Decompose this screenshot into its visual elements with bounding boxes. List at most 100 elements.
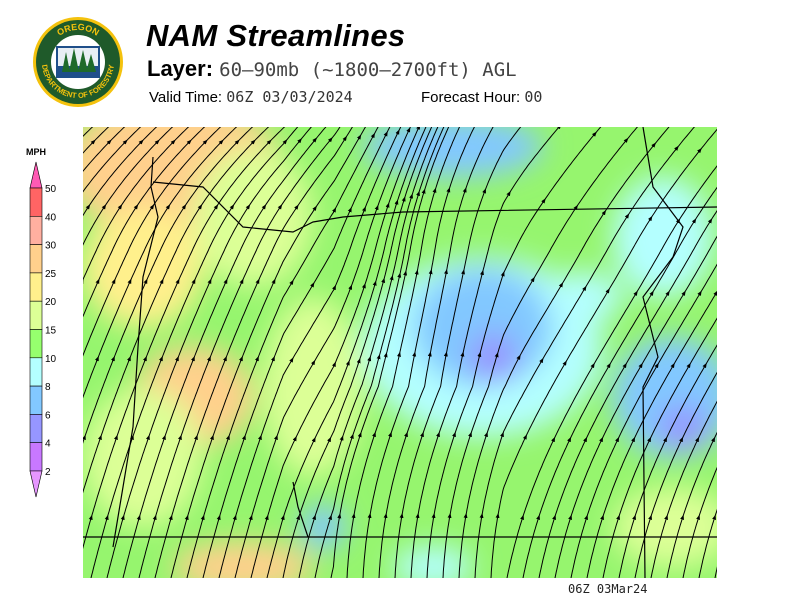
streamline: [83, 127, 206, 318]
streamline-arrow: [500, 271, 505, 277]
streamline-arrow: [679, 436, 684, 443]
streamline-arrow: [539, 357, 544, 364]
legend-tick-label: 10: [45, 354, 57, 365]
streamline: [234, 127, 411, 578]
streamline-arrow: [452, 431, 456, 438]
streamline-arrow: [697, 290, 702, 296]
streamline-arrow: [600, 514, 604, 521]
streamline-arrow: [695, 436, 700, 443]
streamline-arrow: [101, 204, 107, 210]
streamline-arrow: [494, 352, 499, 358]
streamline-arrow: [562, 360, 567, 366]
streamline-arrow: [388, 431, 392, 438]
streamline-arrow: [332, 284, 336, 291]
legend-tick-label: 40: [45, 212, 57, 223]
streamline-arrow: [530, 276, 535, 283]
streamline-arrow: [664, 514, 668, 521]
streamline-arrow: [213, 204, 219, 210]
streamline-arrow: [428, 269, 433, 275]
streamline-arrow: [349, 433, 354, 440]
streamline-arrow: [616, 514, 620, 521]
valid-time: Valid Time: 06Z 03/03/2024: [149, 88, 353, 106]
streamline-arrow: [168, 514, 173, 521]
streamline-arrow: [385, 202, 390, 208]
streamline-arrow: [713, 290, 717, 296]
streamline-arrow: [225, 434, 230, 441]
streamlines: [83, 127, 717, 578]
streamline-arrow: [484, 431, 488, 438]
streamline-arrow: [206, 355, 211, 362]
streamline-arrow: [234, 139, 240, 145]
legend-unit: MPH: [26, 147, 46, 157]
streamline-arrow: [606, 362, 611, 369]
streamline-arrow: [250, 139, 256, 145]
streamline-arrow: [239, 278, 244, 284]
streamline-arrow: [707, 218, 713, 224]
streamline: [410, 127, 560, 578]
streamline: [362, 127, 475, 578]
streamline-arrow: [622, 362, 627, 369]
valid-time-label: Valid Time:: [149, 89, 223, 106]
streamline-arrow: [431, 512, 436, 519]
streamline-arrow: [348, 284, 352, 290]
streamline-arrow: [416, 127, 421, 130]
streamline-arrow: [255, 278, 260, 284]
streamline-arrow: [356, 134, 362, 140]
streamline-arrow: [461, 269, 465, 275]
legend-swatch: [29, 329, 43, 359]
streamline-arrow: [257, 434, 262, 441]
streamline-arrow: [312, 137, 318, 143]
streamline-arrow: [583, 436, 588, 443]
streamline: [506, 165, 717, 578]
streamline-arrow: [297, 138, 302, 144]
streamline-arrow: [432, 187, 437, 194]
svg-text:OREGON: OREGON: [55, 22, 101, 38]
streamline-arrow: [170, 139, 176, 145]
streamline-arrow: [362, 206, 366, 212]
legend-swatch: [29, 442, 43, 472]
streamline: [83, 127, 142, 193]
forecast-hour-label: Forecast Hour:: [421, 89, 521, 106]
streamline-arrow: [427, 351, 432, 357]
streamline-arrow: [681, 290, 686, 296]
streamline-arrow: [277, 204, 283, 210]
streamline: [122, 127, 327, 578]
streamline-arrow: [590, 362, 595, 369]
streamline-arrow: [143, 278, 148, 284]
streamline-arrow: [311, 436, 316, 443]
streamline-arrow: [200, 514, 205, 521]
streamline-arrow: [113, 434, 118, 441]
streamline-arrow: [567, 436, 572, 443]
streamline: [634, 371, 717, 578]
streamline-arrow: [447, 512, 452, 519]
streamline-arrow: [218, 139, 224, 145]
legend-tick-label: 2: [45, 467, 51, 478]
streamline-arrow: [138, 139, 144, 145]
streamline: [586, 290, 717, 578]
legend-swatch: [29, 357, 43, 387]
page-title: NAM Streamlines: [146, 18, 406, 53]
streamline-arrow: [506, 190, 511, 197]
streamline: [314, 127, 445, 578]
streamline-arrow: [222, 355, 227, 362]
streamline-arrow: [420, 431, 424, 438]
streamline-arrow: [374, 204, 379, 211]
streamline: [218, 127, 402, 578]
streamline-arrow: [599, 436, 604, 443]
streamline-arrow: [468, 431, 472, 438]
streamline: [650, 400, 717, 578]
streamline-arrow: [327, 137, 333, 143]
streamline-arrow: [367, 512, 372, 519]
streamline: [378, 127, 494, 578]
streamline-arrow: [111, 278, 116, 284]
streamline-arrow: [97, 434, 102, 441]
streamline-arrow: [271, 278, 276, 284]
streamline-arrow: [404, 431, 408, 438]
streamline: [186, 127, 379, 578]
streamline-arrow: [372, 431, 376, 438]
streamline-arrow: [133, 204, 139, 210]
streamline-arrow: [552, 514, 556, 521]
streamline: [346, 127, 461, 578]
streamline-arrow: [294, 204, 299, 210]
streamline: [106, 127, 312, 578]
